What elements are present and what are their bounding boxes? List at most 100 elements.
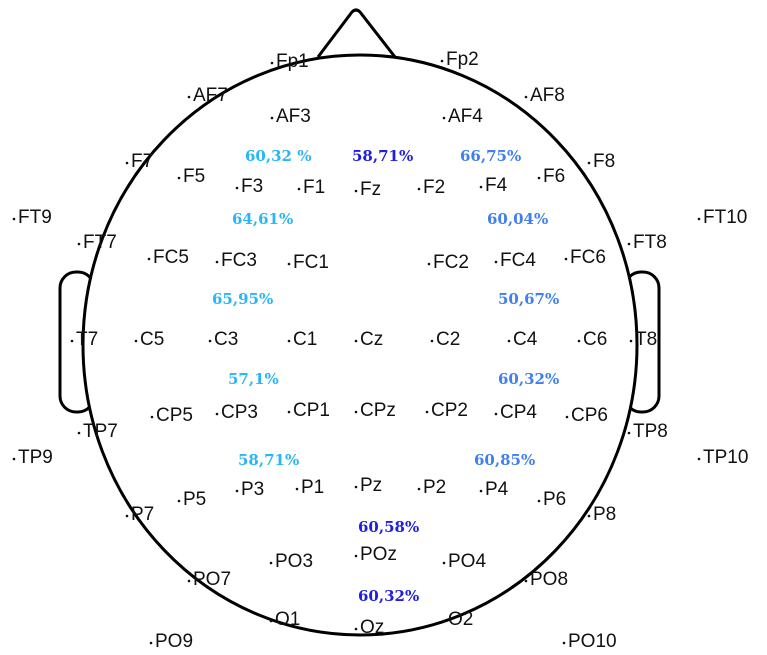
percentage-label: 60,32% [498,370,559,388]
electrode-dot [150,642,153,645]
electrode-label: CP2 [431,400,468,421]
percentage-label: 58,71% [238,451,299,469]
electrode-dot [418,188,421,191]
electrode-label: F1 [303,177,325,198]
electrode-label: CP1 [293,400,330,421]
electrode-dot [78,432,81,435]
nose [318,10,395,57]
electrode-label: FC6 [570,247,606,268]
electrode-label: F8 [593,151,615,172]
electrode-dot [236,490,239,493]
electrode-label: Fp2 [446,49,479,70]
electrode-label: Fp1 [276,51,309,72]
electrode-label: TP9 [18,447,53,468]
electrode-label: P3 [241,479,264,500]
electrode-dot [135,340,138,343]
electrode-label: C3 [214,329,238,350]
electrode-dot [508,340,511,343]
electrode-dot [188,96,191,99]
electrode-dot [71,340,74,343]
electrode-dot [178,500,181,503]
electrode-label: TP7 [83,421,118,442]
electrode-label: AF8 [530,85,565,106]
percentage-label: 60,04% [487,210,548,228]
electrode-label: C2 [436,329,460,350]
electrode-label: PO4 [448,551,486,572]
electrode-dot [563,642,566,645]
electrode-dot [525,96,528,99]
electrode-label: TP10 [703,447,748,468]
electrode-dot [538,500,541,503]
electrode-label: F3 [241,176,263,197]
electrode-label: O2 [448,609,473,630]
electrode-label: CP3 [221,402,258,423]
electrode-label: P7 [131,504,154,525]
percentage-label: 60,32% [358,587,419,605]
electrode-dot [480,186,483,189]
percentage-label: 58,71% [352,147,413,165]
electrode-dot [355,340,358,343]
electrode-label: AF7 [193,85,228,106]
electrode-label: C1 [293,329,317,350]
electrode-label: FT9 [18,207,52,228]
electrode-label: Pz [360,475,382,496]
electrode-label: F5 [183,166,205,187]
electrode-label: F2 [423,177,445,198]
electrode-label: P6 [543,489,566,510]
electrode-label: CP6 [571,405,608,426]
electrode-dot [355,411,358,414]
electrode-dot [495,261,498,264]
electrode-dot [270,562,273,565]
electrode-label: T8 [635,329,657,350]
electrode-dot [78,243,81,246]
electrode-label: FC2 [433,252,469,273]
electrode-label: CP4 [500,402,537,423]
electrode-dot [355,190,358,193]
electrode-dot [13,458,16,461]
electrode-label: T7 [76,329,98,350]
electrode-label: FC1 [293,252,329,273]
electrode-dot [426,411,429,414]
eeg-map: Fp1Fp2AF7AF8AF3AF4F7F5F3F1FzF2F4F6F8FT9F… [0,0,767,655]
electrode-label: AF3 [276,106,311,127]
electrode-dot [216,261,219,264]
electrode-dot [13,218,16,221]
electrode-label: FC5 [153,247,189,268]
percentage-label: 64,61% [232,210,293,228]
electrode-dot [565,258,568,261]
electrode-label: FC4 [500,250,536,271]
electrode-dot [288,340,291,343]
electrode-dot [126,515,129,518]
electrode-dot [443,562,446,565]
electrode-label: FT8 [633,232,667,253]
electrode-label: O1 [275,609,300,630]
electrode-dot [209,340,212,343]
percentage-label: 60,58% [358,518,419,536]
electrode-dot [443,620,446,623]
electrode-dot [418,488,421,491]
electrode-label: Oz [360,617,384,638]
electrode-dot [698,458,701,461]
electrode-label: P5 [183,489,206,510]
electrode-dot [480,490,483,493]
electrode-label: FC3 [221,250,257,271]
electrode-dot [698,218,701,221]
electrode-label: CP5 [156,405,193,426]
electrode-label: F7 [131,151,153,172]
electrode-dot [288,411,291,414]
electrode-label: AF4 [448,106,483,127]
percentage-label: 60,85% [474,451,535,469]
percentage-label: 66,75% [460,147,521,165]
electrode-dot [525,580,528,583]
electrode-dot [216,413,219,416]
electrode-dot [355,486,358,489]
electrode-dot [628,243,631,246]
electrode-label: FT7 [83,232,117,253]
electrode-label: F4 [485,175,508,196]
percentage-label: 57,1% [228,370,279,388]
electrode-dot [296,488,299,491]
electrode-dot [355,555,358,558]
electrode-label: C4 [513,329,538,350]
electrode-dot [271,62,274,65]
electrode-label: Cz [360,329,383,350]
